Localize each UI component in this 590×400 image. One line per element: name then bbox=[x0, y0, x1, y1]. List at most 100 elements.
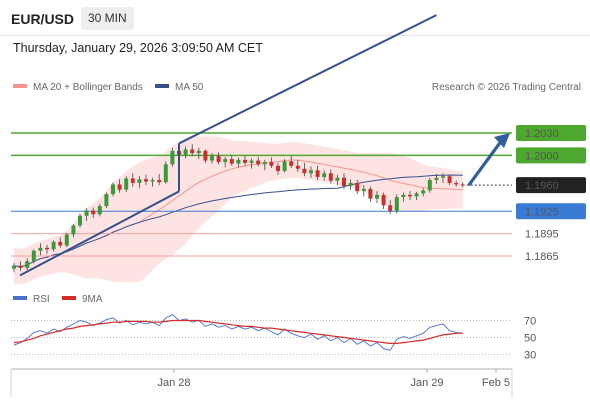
level-label: 1.2030 bbox=[525, 128, 559, 140]
legend-label: MA 50 bbox=[175, 82, 204, 93]
candle-body bbox=[269, 162, 274, 166]
candle-body bbox=[183, 149, 188, 155]
ma50-line bbox=[13, 174, 463, 268]
candle-body bbox=[342, 177, 346, 186]
legend-swatch bbox=[13, 84, 27, 88]
candle-body bbox=[58, 241, 63, 246]
candle-body bbox=[12, 265, 16, 269]
candle-body bbox=[256, 160, 261, 165]
candle-body bbox=[262, 162, 267, 165]
candle-body bbox=[64, 234, 69, 246]
projection-arrow-shaft bbox=[467, 139, 504, 187]
candle-body bbox=[25, 261, 30, 268]
candle-body bbox=[322, 173, 327, 177]
level-label: 1.1865 bbox=[525, 251, 559, 263]
rsi-legend-swatch bbox=[13, 296, 27, 300]
candle-body bbox=[97, 206, 102, 215]
candle-body bbox=[401, 194, 406, 198]
candle-body bbox=[223, 159, 228, 163]
candle-body bbox=[249, 160, 254, 163]
resistance-badge bbox=[516, 147, 586, 164]
candle-body bbox=[309, 170, 313, 174]
candle-body bbox=[375, 194, 379, 199]
candle-body bbox=[335, 177, 340, 181]
candle-body bbox=[460, 184, 465, 186]
level-label: 1.1895 bbox=[525, 229, 559, 241]
rsi-legend-label: 9MA bbox=[82, 294, 103, 305]
legend-label: MA 20 + Bollinger Bands bbox=[33, 82, 143, 93]
candle-body bbox=[282, 161, 287, 172]
rsi-tick-label: 70 bbox=[524, 316, 536, 328]
candle-body bbox=[276, 165, 280, 172]
symbol-label: EUR/USD bbox=[11, 11, 75, 27]
rsi-series-rsi bbox=[13, 314, 463, 351]
channel-lower-line bbox=[19, 190, 180, 277]
candle-body bbox=[203, 150, 208, 161]
candle-body bbox=[150, 179, 155, 182]
channel-upper-line bbox=[178, 14, 437, 145]
current-price-badge bbox=[516, 177, 586, 194]
candle-body bbox=[229, 159, 234, 164]
timeframe-button[interactable]: 30 MIN bbox=[81, 7, 134, 30]
candle-body bbox=[163, 164, 168, 183]
candle-body bbox=[84, 210, 89, 216]
legend-swatch bbox=[155, 84, 169, 88]
level-label: 1.1925 bbox=[525, 206, 559, 218]
candle-body bbox=[328, 173, 333, 181]
candle-body bbox=[216, 156, 221, 163]
rsi-series-9ma bbox=[13, 319, 463, 344]
resistance-badge bbox=[516, 125, 586, 141]
x-tick-label: Jan 29 bbox=[410, 377, 443, 389]
candle-body bbox=[117, 184, 122, 190]
rsi-tick-label: 30 bbox=[524, 350, 536, 362]
header-bar: EUR/USD 30 MIN bbox=[0, 0, 590, 36]
candle-body bbox=[190, 149, 195, 154]
projection-arrow-head bbox=[494, 133, 510, 148]
candle-body bbox=[302, 168, 307, 174]
candle-body bbox=[170, 150, 175, 165]
candle-body bbox=[315, 170, 320, 177]
candle-body bbox=[361, 188, 366, 192]
candle-body bbox=[71, 225, 76, 235]
candle-body bbox=[388, 205, 393, 212]
copyright-label: Research © 2026 Trading Central bbox=[432, 82, 581, 93]
pivot-badge bbox=[516, 203, 586, 220]
candle-body bbox=[454, 182, 459, 185]
candle-body bbox=[441, 176, 445, 178]
candle-body bbox=[289, 161, 294, 166]
candle-body bbox=[414, 193, 419, 197]
rsi-legend-swatch bbox=[62, 296, 76, 300]
x-tick-label: Feb 5 bbox=[482, 377, 510, 389]
candle-body bbox=[157, 179, 162, 183]
candle-body bbox=[348, 182, 353, 186]
candle-body bbox=[111, 184, 115, 195]
candle-body bbox=[144, 179, 148, 182]
x-tick-label: Jan 28 bbox=[157, 377, 190, 389]
level-label: 1.1960 bbox=[525, 180, 559, 192]
candle-body bbox=[124, 178, 129, 190]
candle-body bbox=[447, 176, 452, 183]
candle-body bbox=[104, 194, 109, 207]
candle-body bbox=[355, 182, 360, 192]
candle-body bbox=[368, 188, 373, 199]
candle-body bbox=[51, 241, 56, 250]
candle-body bbox=[130, 178, 135, 183]
candle-body bbox=[408, 194, 412, 197]
timestamp: Thursday, January 29, 2026 3:09:50 AM CE… bbox=[13, 41, 263, 55]
candle-body bbox=[421, 190, 426, 194]
rsi-tick-label: 50 bbox=[524, 333, 536, 345]
candle-body bbox=[434, 177, 439, 180]
candle-body bbox=[18, 265, 23, 268]
candle-body bbox=[38, 247, 43, 251]
candle-body bbox=[295, 165, 300, 169]
candle-body bbox=[427, 179, 432, 191]
candle-body bbox=[381, 194, 386, 206]
candle-body bbox=[243, 159, 247, 163]
candle-body bbox=[394, 197, 399, 212]
bollinger-band bbox=[14, 136, 463, 285]
candle-body bbox=[91, 210, 96, 215]
candle-body bbox=[78, 215, 82, 226]
level-label: 1.2000 bbox=[525, 150, 559, 162]
candle-body bbox=[196, 150, 201, 154]
